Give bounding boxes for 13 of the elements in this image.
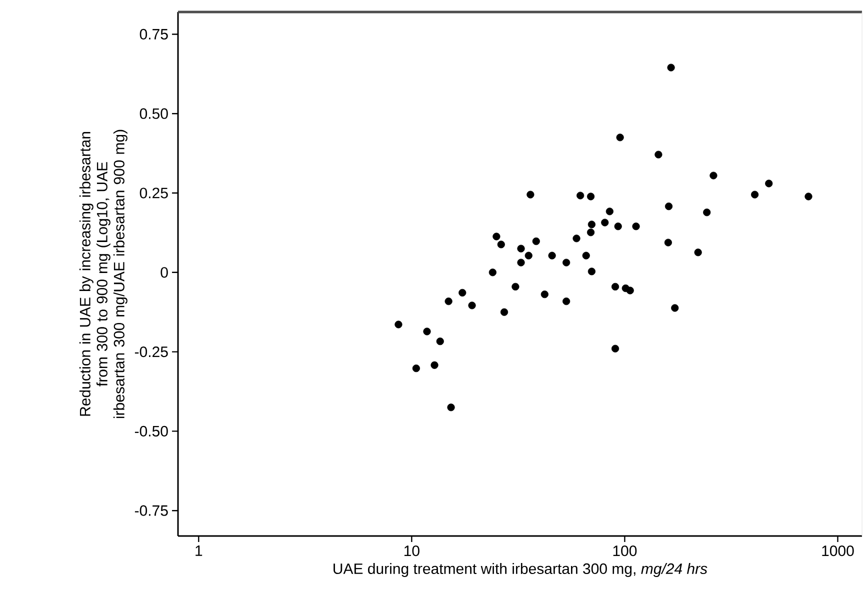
y-axis-title: Reduction in UAE by increasing irbesartan from 300 to 900 mg (Log10, UAE irbesartan 300 mg/UAE irbesartan 900 mg) [79,130,128,418]
y-tick-label: 0 [160,267,168,278]
y-tick-label: 0.75 [140,28,168,40]
y-tick-label: 0.25 [140,188,168,198]
y-tick-label: 0.50 [140,108,168,119]
x-tick-label: 1000 [822,546,854,556]
y-tick-label: -0.75 [134,505,168,516]
x-tick-label: 100 [613,546,637,556]
x-tick-label: 10 [404,546,420,556]
y-tick-label: -0.50 [134,426,168,436]
x-tick-label: 1 [196,546,202,556]
x-axis-title: UAE during treatment with irbesartan 300 mg, mg/24 hrs [334,563,708,577]
y-tick-label: -0.25 [134,346,168,358]
